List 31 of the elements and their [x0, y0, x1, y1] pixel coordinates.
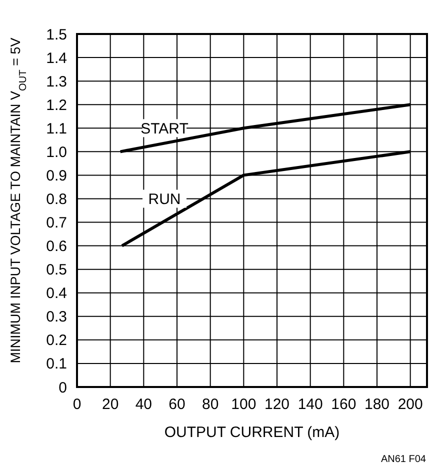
y-tick-label: 1.2 [46, 96, 67, 114]
y-tick-label: 1.0 [46, 144, 67, 161]
y-tick-label: 0.8 [46, 190, 67, 208]
x-tick-label: 160 [331, 396, 356, 413]
y-tick-label: 0.5 [46, 262, 67, 279]
y-tick-label: 0.2 [46, 332, 67, 350]
y-tick-label: 0.1 [46, 356, 67, 373]
x-tick-label: 80 [202, 396, 219, 413]
y-tick-label: 0.6 [46, 238, 67, 256]
x-tick-label: 120 [264, 396, 290, 413]
y-tick-label: 1.1 [46, 120, 67, 138]
y-tick-label: 0.7 [46, 214, 67, 232]
y-tick-label: 0.9 [46, 167, 67, 184]
y-tick-label: 0.3 [46, 308, 67, 326]
x-tick-label: 20 [102, 396, 119, 413]
x-tick-label: 40 [135, 396, 152, 413]
x-tick-label: 200 [398, 396, 423, 413]
y-tick-label: 0.4 [46, 285, 67, 302]
x-tick-label: 140 [298, 396, 323, 413]
x-tick-label: 100 [231, 396, 256, 413]
x-tick-label: 60 [168, 396, 186, 413]
y-tick-label: 0 [58, 379, 67, 396]
series-label: RUN [148, 190, 181, 208]
x-tick-label: 0 [72, 396, 82, 413]
y-tick-label: 1.5 [46, 26, 67, 44]
y-tick-label: 1.4 [46, 50, 67, 67]
series-label: START [140, 120, 188, 138]
y-tick-label: 1.3 [46, 73, 67, 90]
x-axis-title: OUTPUT CURRENT (mA) [164, 424, 340, 441]
x-tick-label: 180 [364, 396, 390, 413]
text: AN61 F04 [380, 454, 426, 465]
